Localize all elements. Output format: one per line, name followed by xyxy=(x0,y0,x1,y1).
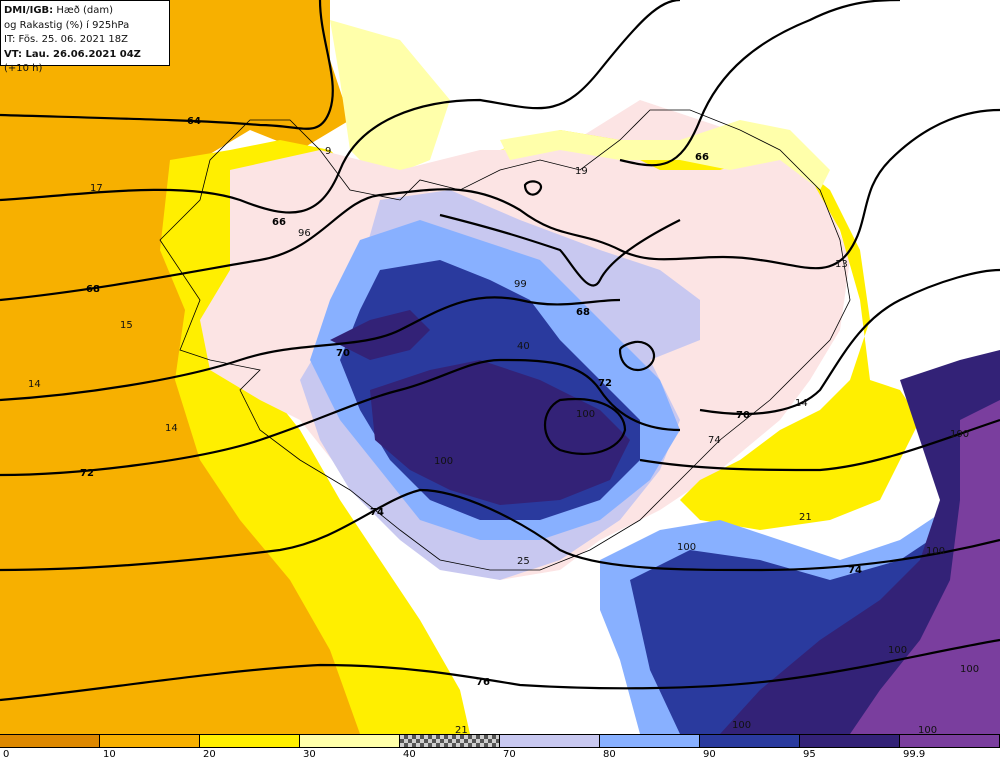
humidity-label: 100 xyxy=(677,542,696,553)
contour-small-loop xyxy=(618,340,656,372)
humidity-region-navy-north xyxy=(330,310,430,360)
iceland-coastline xyxy=(159,109,851,571)
colorbar-tick-label: 80 xyxy=(603,749,616,760)
colorbar-tick-label: 30 xyxy=(303,749,316,760)
info-variable: Hæð (dam) xyxy=(53,5,114,16)
humidity-label: 100 xyxy=(888,645,907,656)
humidity-region-yellow-east xyxy=(500,130,920,530)
contour-70-east xyxy=(699,268,1000,416)
humidity-label: 100 xyxy=(926,546,945,557)
colorbar-swatch xyxy=(700,735,800,747)
contour-label: 64 xyxy=(187,116,201,127)
contour-76 xyxy=(0,638,1000,702)
contour-label: 74 xyxy=(848,565,862,576)
humidity-region-navy xyxy=(370,360,630,505)
humidity-label: 100 xyxy=(918,725,937,734)
colorbar-tick-label: 70 xyxy=(503,749,516,760)
contour-66-west xyxy=(0,0,681,214)
contour-72-west xyxy=(0,358,681,477)
humidity-label: 15 xyxy=(120,320,133,331)
humidity-label: 25 xyxy=(517,556,530,567)
contour-72-loop xyxy=(544,397,627,455)
colorbar-tick-label: 95 xyxy=(803,749,816,760)
colorbar-tick-label: 40 xyxy=(403,749,416,760)
humidity-label: 74 xyxy=(708,435,721,446)
humidity-label: 9 xyxy=(325,146,331,157)
info-lead-time: (+10 h) xyxy=(4,63,43,74)
contour-label: 70 xyxy=(736,410,750,421)
info-valid-time: VT: Lau. 26.06.2021 04Z xyxy=(4,48,141,60)
humidity-labels: 9 17 96 19 13 15 99 14 40 100 14 100 14 … xyxy=(28,146,979,734)
contour-labels: 64 66 66 68 68 70 70 72 72 74 74 76 xyxy=(80,116,862,688)
humidity-label: 19 xyxy=(575,166,588,177)
humidity-label: 100 xyxy=(732,720,751,731)
humidity-label: 13 xyxy=(835,259,848,270)
humidity-label: 17 xyxy=(90,183,103,194)
contour-label: 74 xyxy=(370,507,384,518)
humidity-label: 100 xyxy=(950,429,969,440)
contour-label: 70 xyxy=(336,348,350,359)
contour-small-loop-2 xyxy=(523,180,543,196)
info-line-2: og Rakastig (%) í 925hPa xyxy=(4,19,130,31)
humidity-region-pale-east xyxy=(500,120,830,190)
colorbar-ticks: 0 10 20 30 40 70 80 90 95 99.9 xyxy=(0,748,1000,764)
colorbar-tick-label: 10 xyxy=(103,749,116,760)
contour-64 xyxy=(0,0,334,130)
colorbar-swatch xyxy=(100,735,200,747)
contour-label: 68 xyxy=(86,284,100,295)
colorbar-swatch xyxy=(800,735,900,747)
contour-label: 76 xyxy=(476,677,490,688)
colorbar-swatch xyxy=(200,735,300,747)
colorbar-swatch xyxy=(300,735,400,747)
info-line-1: DMI/IGB: Hæð (dam) xyxy=(4,4,166,19)
humidity-label: 14 xyxy=(165,423,178,434)
contour-68-north xyxy=(439,213,681,287)
humidity-colorbar: 0 10 20 30 40 70 80 90 95 99.9 xyxy=(0,734,1000,764)
colorbar-swatch xyxy=(0,735,100,747)
humidity-label: 99 xyxy=(514,279,527,290)
colorbar-tick-label: 99.9 xyxy=(903,749,926,760)
humidity-label: 14 xyxy=(795,398,808,409)
humidity-label: 14 xyxy=(28,379,41,390)
humidity-label: 21 xyxy=(455,725,468,734)
colorbar-swatch xyxy=(500,735,600,747)
info-line-4: VT: Lau. 26.06.2021 04Z (+10 h) xyxy=(4,48,166,77)
weather-map: 64 66 66 68 68 70 70 72 72 74 74 76 9 17… xyxy=(0,0,1000,734)
contour-label: 66 xyxy=(272,217,286,228)
contour-label: 66 xyxy=(695,152,709,163)
colorbar-swatches xyxy=(0,734,1000,748)
humidity-region-se-purple xyxy=(850,400,1000,734)
height-contours xyxy=(0,0,1000,702)
colorbar-swatch xyxy=(400,735,500,747)
humidity-label: 96 xyxy=(298,228,311,239)
humidity-label: 100 xyxy=(960,664,979,675)
info-source: DMI/IGB: xyxy=(4,5,54,16)
colorbar-tick-label: 90 xyxy=(703,749,716,760)
contour-66-east xyxy=(619,0,901,167)
contour-label: 72 xyxy=(598,378,612,389)
colorbar-swatch xyxy=(900,735,1000,747)
colorbar-tick-label: 20 xyxy=(203,749,216,760)
humidity-label: 40 xyxy=(517,341,530,352)
contour-70-west xyxy=(0,296,621,402)
colorbar-tick-label: 0 xyxy=(3,749,10,760)
contour-72-east xyxy=(639,418,1000,472)
info-line-3: IT: Fös. 25. 06. 2021 18Z xyxy=(4,34,128,45)
humidity-label: 21 xyxy=(799,512,812,523)
colorbar-swatch xyxy=(600,735,700,747)
contour-label: 68 xyxy=(576,307,590,318)
humidity-label: 100 xyxy=(434,456,453,467)
humidity-label: 100 xyxy=(576,409,595,420)
contour-74 xyxy=(0,488,1000,572)
contour-68-west xyxy=(0,108,1000,302)
map-info-box: DMI/IGB: Hæð (dam) og Rakastig (%) í 925… xyxy=(0,0,170,74)
contour-label: 72 xyxy=(80,468,94,479)
